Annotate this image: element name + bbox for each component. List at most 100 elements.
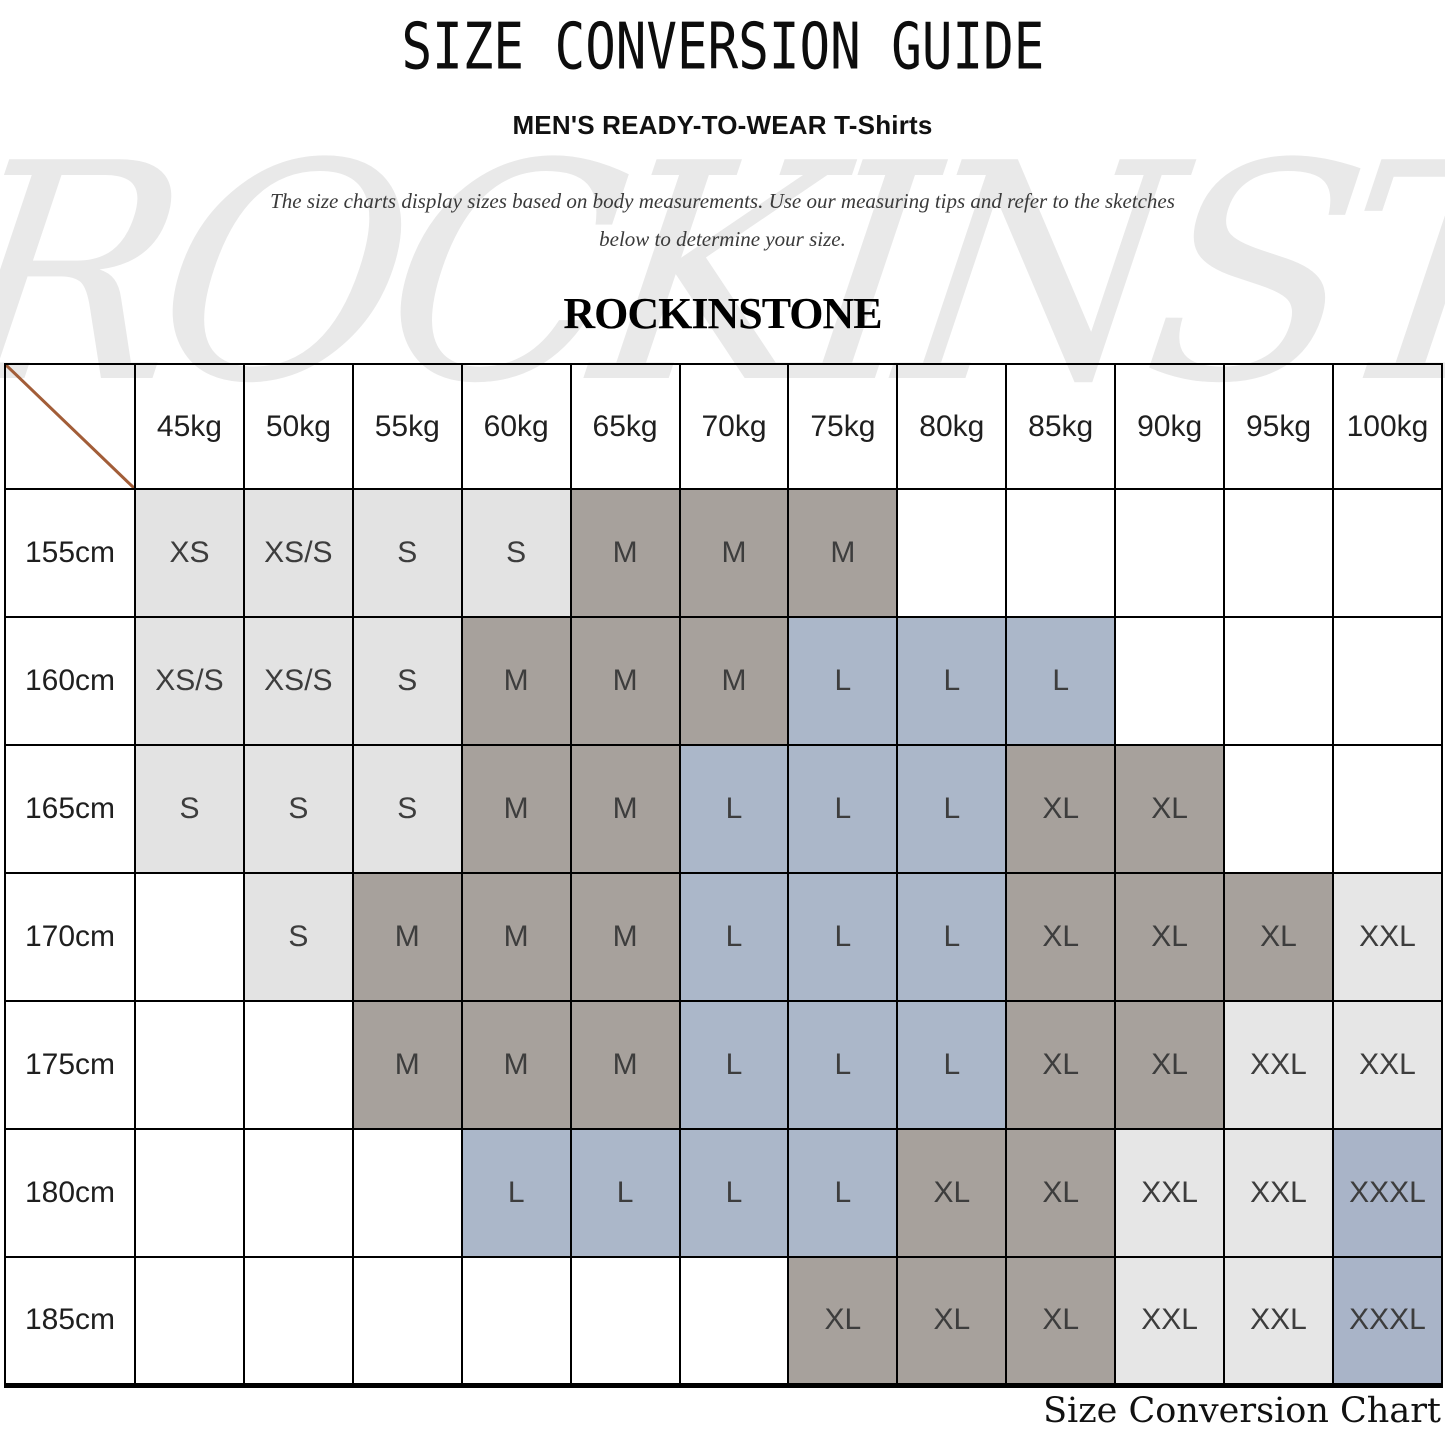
size-cell: XL bbox=[1114, 1000, 1226, 1130]
table-row: 165cm S S S M M L L L XL XL bbox=[4, 744, 1444, 874]
empty-cell bbox=[1114, 488, 1226, 618]
size-cell: XXL bbox=[1223, 1128, 1334, 1258]
weight-header: 45kg bbox=[134, 363, 245, 490]
image-caption: Size Conversion Chart bbox=[1043, 1391, 1441, 1431]
height-header: 180cm bbox=[4, 1128, 136, 1258]
size-cell: XL bbox=[787, 1256, 899, 1388]
empty-cell bbox=[351, 1256, 463, 1388]
empty-cell bbox=[1005, 488, 1117, 618]
weight-header: 85kg bbox=[1005, 363, 1117, 490]
empty-cell bbox=[569, 1256, 681, 1388]
empty-cell bbox=[678, 1256, 790, 1388]
size-cell: XXL bbox=[1114, 1256, 1226, 1388]
size-cell: M bbox=[351, 1000, 463, 1130]
height-header: 175cm bbox=[4, 1000, 136, 1130]
table-row: 175cm M M M L L L XL XL XXL XXL bbox=[4, 1000, 1444, 1130]
size-cell: L bbox=[787, 1000, 899, 1130]
empty-cell bbox=[134, 1000, 245, 1130]
empty-cell bbox=[1331, 488, 1444, 618]
size-cell: L bbox=[896, 744, 1008, 874]
size-cell: M bbox=[569, 616, 681, 746]
size-cell: M bbox=[569, 744, 681, 874]
empty-cell bbox=[134, 1256, 245, 1388]
empty-cell bbox=[1114, 616, 1226, 746]
weight-header: 50kg bbox=[242, 363, 354, 490]
size-cell: M bbox=[569, 488, 681, 618]
weight-header: 70kg bbox=[678, 363, 790, 490]
size-cell: XXL bbox=[1331, 1000, 1444, 1130]
weight-header: 55kg bbox=[351, 363, 463, 490]
size-cell: M bbox=[569, 1000, 681, 1130]
size-table-body: 155cm XS XS/S S S M M M 160cm XS/S XS/S S M M M L L L 165c… bbox=[4, 488, 1444, 1388]
size-conversion-table: 45kg 50kg 55kg 60kg 65kg 70kg 75kg 80kg 85kg 90kg… bbox=[4, 363, 1444, 1388]
size-cell: XL bbox=[1114, 872, 1226, 1002]
size-cell: XL bbox=[1223, 872, 1334, 1002]
size-cell: XL bbox=[1114, 744, 1226, 874]
size-cell: XS/S bbox=[242, 488, 354, 618]
size-cell: S bbox=[351, 616, 463, 746]
table-row: 155cm XS XS/S S S M M M bbox=[4, 488, 1444, 618]
weight-header: 75kg bbox=[787, 363, 899, 490]
size-cell: XL bbox=[1005, 872, 1117, 1002]
size-cell: XXXL bbox=[1331, 1256, 1444, 1388]
size-cell: L bbox=[787, 1128, 899, 1258]
size-cell: S bbox=[242, 872, 354, 1002]
size-cell: XL bbox=[896, 1256, 1008, 1388]
size-cell: S bbox=[242, 744, 354, 874]
description-line-1: The size charts display sizes based on b… bbox=[270, 189, 1175, 213]
size-cell: L bbox=[678, 1000, 790, 1130]
height-header: 155cm bbox=[4, 488, 136, 618]
empty-cell bbox=[1223, 744, 1334, 874]
size-cell: M bbox=[460, 744, 572, 874]
page-subtitle: MEN'S READY-TO-WEAR T-Shirts bbox=[512, 110, 933, 140]
size-cell: XL bbox=[1005, 1128, 1117, 1258]
size-cell: XXL bbox=[1223, 1000, 1334, 1130]
size-cell: L bbox=[678, 872, 790, 1002]
size-cell: M bbox=[678, 616, 790, 746]
size-cell: M bbox=[678, 488, 790, 618]
size-cell: S bbox=[351, 488, 463, 618]
size-cell: M bbox=[569, 872, 681, 1002]
size-cell: M bbox=[351, 872, 463, 1002]
empty-cell bbox=[1331, 616, 1444, 746]
size-cell: L bbox=[787, 872, 899, 1002]
size-cell: XXXL bbox=[1331, 1128, 1444, 1258]
size-cell: S bbox=[460, 488, 572, 618]
size-cell: L bbox=[678, 744, 790, 874]
size-cell: M bbox=[460, 616, 572, 746]
height-header: 170cm bbox=[4, 872, 136, 1002]
size-cell: L bbox=[896, 1000, 1008, 1130]
size-cell: L bbox=[1005, 616, 1117, 746]
size-cell: XL bbox=[1005, 744, 1117, 874]
empty-cell bbox=[242, 1128, 354, 1258]
size-cell: L bbox=[460, 1128, 572, 1258]
empty-cell bbox=[1331, 744, 1444, 874]
empty-cell bbox=[242, 1000, 354, 1130]
weight-header: 95kg bbox=[1223, 363, 1334, 490]
empty-cell bbox=[242, 1256, 354, 1388]
size-cell: XL bbox=[1005, 1000, 1117, 1130]
weight-header: 60kg bbox=[460, 363, 572, 490]
weights-header-row: 45kg 50kg 55kg 60kg 65kg 70kg 75kg 80kg 85kg 90kg… bbox=[4, 363, 1444, 490]
size-cell: M bbox=[460, 1000, 572, 1130]
weight-header: 80kg bbox=[896, 363, 1008, 490]
weight-header: 90kg bbox=[1114, 363, 1226, 490]
weight-header: 100kg bbox=[1331, 363, 1444, 490]
diagonal-line-icon bbox=[6, 365, 134, 488]
size-cell: M bbox=[787, 488, 899, 618]
size-cell: L bbox=[678, 1128, 790, 1258]
size-cell: L bbox=[896, 616, 1008, 746]
size-cell: XL bbox=[896, 1128, 1008, 1258]
table-row: 170cm S M M M L L L XL XL XL XXL bbox=[4, 872, 1444, 1002]
size-cell: XXL bbox=[1114, 1128, 1226, 1258]
height-header: 165cm bbox=[4, 744, 136, 874]
size-cell: XS bbox=[134, 488, 245, 618]
height-header: 185cm bbox=[4, 1256, 136, 1388]
empty-cell bbox=[460, 1256, 572, 1388]
empty-cell bbox=[134, 1128, 245, 1258]
size-cell: M bbox=[460, 872, 572, 1002]
weight-header: 65kg bbox=[569, 363, 681, 490]
empty-cell bbox=[134, 872, 245, 1002]
size-cell: XL bbox=[1005, 1256, 1117, 1388]
brand-name: ROCKINSTONE bbox=[563, 289, 882, 338]
